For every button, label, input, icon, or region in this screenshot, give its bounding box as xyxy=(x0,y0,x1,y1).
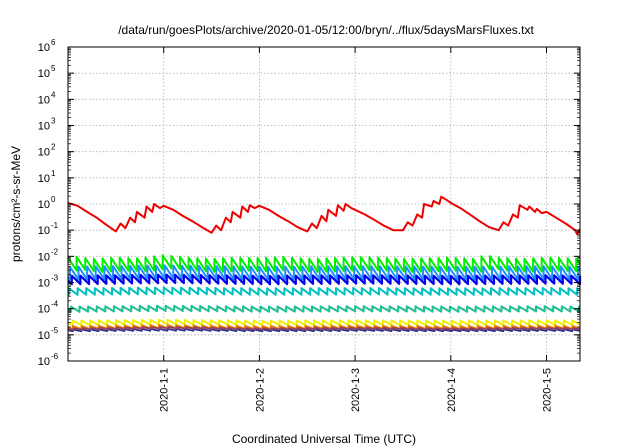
y-tick-exponent: 2 xyxy=(51,143,56,152)
y-tick-label: 10 xyxy=(38,173,50,185)
y-tick-exponent: -3 xyxy=(51,274,59,283)
y-tick-exponent: 4 xyxy=(51,90,56,99)
y-tick-label: 10 xyxy=(38,68,50,80)
grid-lines xyxy=(68,47,580,361)
y-tick-exponent: -4 xyxy=(51,300,59,309)
y-tick-label: 10 xyxy=(38,330,50,342)
series-layer xyxy=(67,195,582,333)
series-line-5 xyxy=(67,286,581,296)
series-line-4 xyxy=(67,273,582,286)
chart-title: /data/run/goesPlots/archive/2020-01-05/1… xyxy=(118,23,534,37)
x-tick-label: 2020-1-2 xyxy=(254,368,266,412)
x-tick-label: 2020-1-3 xyxy=(350,368,362,412)
y-tick-label: 10 xyxy=(38,356,50,368)
y-tick-label: 10 xyxy=(38,121,50,133)
series-line-6 xyxy=(67,304,581,313)
y-axis-label: protons/cm²-s-sr-MeV xyxy=(9,146,23,262)
x-tick-label: 2020-1-5 xyxy=(542,368,554,412)
y-tick-label: 10 xyxy=(38,147,50,159)
x-tick-label: 2020-1-1 xyxy=(159,368,171,412)
y-tick-label: 10 xyxy=(38,94,50,106)
axis-ticks: 10 -610 -510 -410 -310 -210 -110 010 110 210 310 41… xyxy=(38,38,580,412)
x-axis-label: Coordinated Universal Time (UTC) xyxy=(232,432,416,446)
y-tick-exponent: -6 xyxy=(51,352,59,361)
series-line-2 xyxy=(67,254,581,273)
y-tick-exponent: -1 xyxy=(51,221,59,230)
y-tick-label: 10 xyxy=(38,225,50,237)
y-tick-label: 10 xyxy=(38,304,50,316)
y-tick-exponent: 3 xyxy=(51,117,56,126)
y-tick-label: 10 xyxy=(38,251,50,263)
series-line-1 xyxy=(67,195,581,236)
y-tick-label: 10 xyxy=(38,278,50,290)
series-line-7 xyxy=(67,318,581,327)
y-tick-exponent: 0 xyxy=(51,195,56,204)
series-line-8 xyxy=(67,324,581,330)
y-tick-label: 10 xyxy=(38,199,50,211)
y-tick-exponent: 1 xyxy=(51,169,56,178)
series-line-10 xyxy=(67,326,581,331)
y-tick-exponent: -2 xyxy=(51,247,59,256)
x-tick-label: 2020-1-4 xyxy=(446,368,458,412)
y-tick-exponent: -5 xyxy=(51,326,59,335)
series-line-3 xyxy=(67,264,581,281)
y-tick-exponent: 5 xyxy=(51,64,56,73)
y-tick-exponent: 6 xyxy=(51,38,56,47)
y-tick-label: 10 xyxy=(38,42,50,54)
